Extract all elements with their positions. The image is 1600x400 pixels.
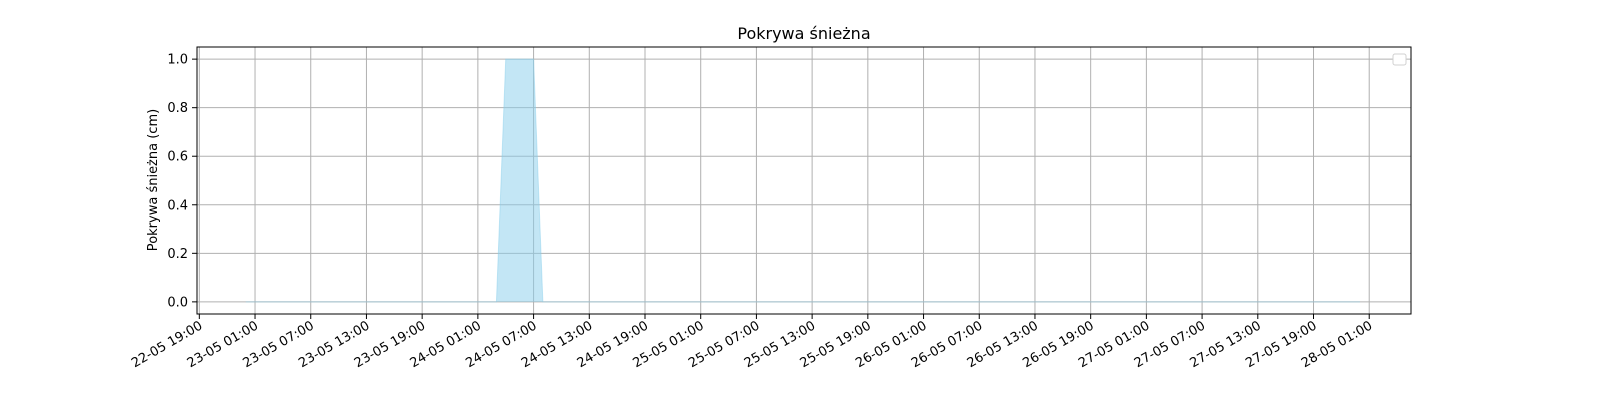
series-line <box>245 58 1360 303</box>
y-tick-label: 0.6 <box>167 150 188 165</box>
plot-frame <box>196 46 1412 315</box>
series-area <box>245 58 1360 303</box>
y-tick-label: 0.4 <box>167 198 188 213</box>
grid <box>197 47 1411 314</box>
chart-title: Pokrywa śnieżna <box>737 24 870 43</box>
y-axis-title: Pokrywa śnieżna (cm) <box>146 109 161 251</box>
y-tick-label: 0.0 <box>167 295 188 310</box>
y-tick-label: 1.0 <box>167 53 188 68</box>
y-axis: 0.0 0.2 0.4 0.6 0.8 1.0 <box>167 53 197 310</box>
y-tick-label: 0.2 <box>167 247 188 262</box>
series-area-fill <box>245 59 1360 302</box>
legend-box <box>1392 53 1407 66</box>
y-tick-label: 0.8 <box>167 101 188 116</box>
